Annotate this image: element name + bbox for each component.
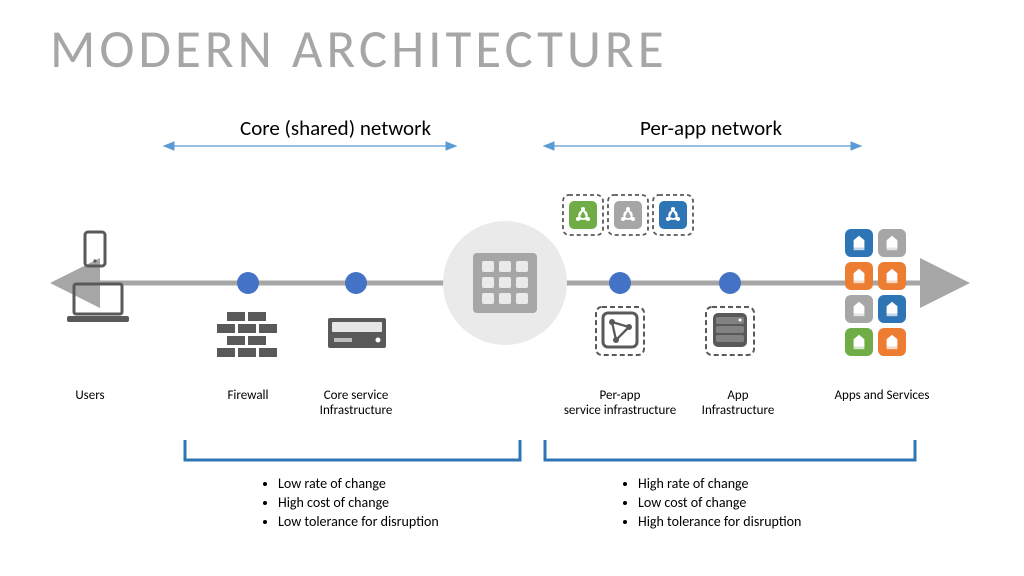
app-icon <box>845 262 873 290</box>
template-box-2 <box>608 195 648 235</box>
node-dot-perapp <box>609 272 631 294</box>
app-icon <box>845 229 873 257</box>
label-appinf: App Infrastructure <box>688 388 788 418</box>
app-icon <box>845 295 873 323</box>
node-dot-firewall <box>237 272 259 294</box>
app-icon <box>878 229 906 257</box>
bullets-left: Low rate of change High cost of change Low… <box>260 475 439 532</box>
label-users: Users <box>60 388 120 403</box>
app-icon <box>878 328 906 356</box>
bracket-left <box>185 440 520 460</box>
node-dot-appinf <box>719 272 741 294</box>
app-icon <box>878 262 906 290</box>
label-coreinf: Core service Infrastructure <box>306 388 406 418</box>
bullet-item: High cost of change <box>278 494 439 511</box>
perapp-service-icon <box>596 307 644 355</box>
bullets-right: High rate of change Low cost of change Hig… <box>620 475 801 532</box>
bullet-item: High rate of change <box>638 475 801 492</box>
firewall-icon <box>217 312 277 357</box>
bullet-item: Low rate of change <box>278 475 439 492</box>
app-icon <box>878 295 906 323</box>
template-box-1 <box>563 195 603 235</box>
label-apps: Apps and Services <box>822 388 942 403</box>
datacenter-icon <box>473 253 537 313</box>
bullet-item: Low tolerance for disruption <box>278 513 439 530</box>
label-perapp: Per-app service infrastructure <box>550 388 690 418</box>
core-service-icon <box>328 318 386 348</box>
bullet-item: Low cost of change <box>638 494 801 511</box>
template-box-3 <box>653 195 693 235</box>
bullet-item: High tolerance for disruption <box>638 513 801 530</box>
bracket-right <box>545 440 915 460</box>
users-icon <box>67 232 129 322</box>
app-icon <box>845 328 873 356</box>
app-infra-icon <box>706 307 754 355</box>
label-firewall: Firewall <box>204 388 292 403</box>
node-dot-coreinf <box>345 272 367 294</box>
